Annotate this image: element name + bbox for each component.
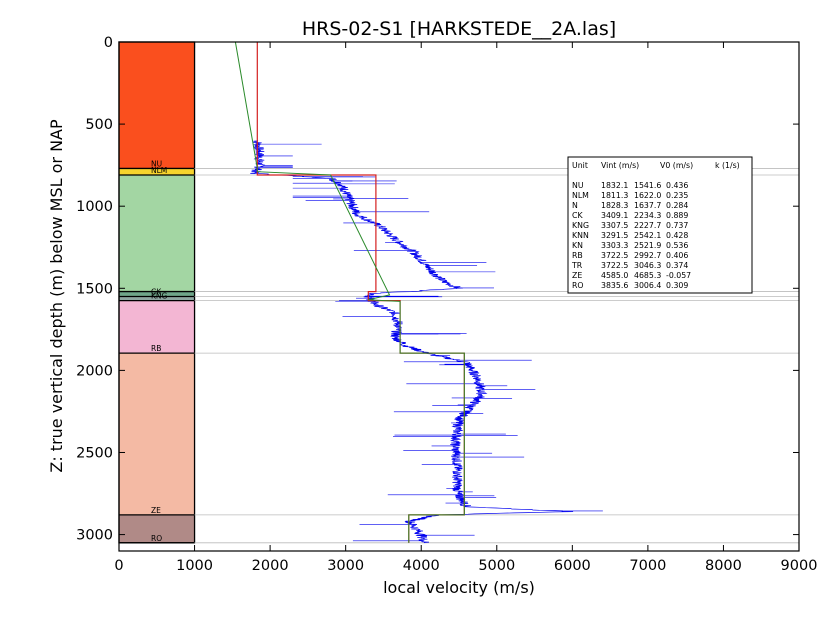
- y-tick-label: 2500: [76, 445, 113, 461]
- legend-cell: 0.235: [666, 191, 688, 200]
- legend-cell: -0.057: [666, 271, 691, 280]
- y-tick-label: 500: [85, 117, 113, 133]
- legend-cell: 3722.5: [601, 251, 628, 260]
- legend-cell: 2542.1: [634, 231, 661, 240]
- unit-label: RO: [151, 534, 162, 543]
- legend-cell: 1832.1: [601, 181, 628, 190]
- legend-cell: KNN: [572, 231, 589, 240]
- legend-cell: 3006.4: [634, 281, 661, 290]
- legend-cell: 3303.3: [601, 241, 628, 250]
- legend-header-cell: k (1/s): [715, 161, 740, 170]
- y-tick-label: 2000: [76, 363, 113, 379]
- legend-cell: 1828.3: [601, 201, 628, 210]
- unit-block: [119, 353, 195, 515]
- x-tick-label: 9000: [781, 558, 818, 574]
- legend-cell: CK: [572, 211, 583, 220]
- x-axis-label: local velocity (m/s): [383, 578, 535, 597]
- legend-cell: 3307.5: [601, 221, 628, 230]
- legend-cell: RO: [572, 281, 584, 290]
- legend-cell: 2521.9: [634, 241, 661, 250]
- series-layer: [234, 41, 603, 544]
- legend-cell: 0.374: [666, 261, 688, 270]
- unit-block: [119, 174, 195, 292]
- y-tick-label: 3000: [76, 528, 113, 544]
- linear-fit-line: [234, 41, 465, 543]
- legend-cell: KN: [572, 241, 583, 250]
- legend-cell: 1637.7: [634, 201, 661, 210]
- legend-cell: 3722.5: [601, 261, 628, 270]
- legend-table: Unit Vint (m/s) V0 (m/s) k (1/s) NU 1832.1 154…: [567, 156, 753, 294]
- unit-block: [119, 42, 195, 169]
- velocity-log-line: [250, 140, 574, 544]
- y-tick-label: 0: [104, 35, 113, 51]
- legend-cell: 3291.5: [601, 231, 628, 240]
- unit-block: [119, 300, 195, 354]
- unit-label: ZE: [151, 506, 161, 515]
- legend-cell: 0.406: [666, 251, 688, 260]
- legend-cell: 3835.6: [601, 281, 628, 290]
- x-tick-label: 8000: [705, 558, 742, 574]
- legend-cell: N: [572, 201, 578, 210]
- legend-cell: RB: [572, 251, 583, 260]
- x-tick-label: 5000: [478, 558, 515, 574]
- x-tick-label: 2000: [252, 558, 289, 574]
- legend-cell: 2992.7: [634, 251, 661, 260]
- legend-cell: 2227.7: [634, 221, 661, 230]
- legend-cell: 3046.3: [634, 261, 661, 270]
- legend-header-cell: V0 (m/s): [660, 161, 693, 170]
- legend-header-cell: Vint (m/s): [601, 161, 639, 170]
- y-axis-label: Z: true vertical depth (m) below MSL or …: [47, 119, 66, 473]
- unit-label: RB: [151, 344, 161, 353]
- y-tick-label: 1000: [76, 199, 113, 215]
- legend-cell: 0.309: [666, 281, 688, 290]
- legend-cell: 0.889: [666, 211, 688, 220]
- unit-label: NU: [151, 159, 162, 168]
- legend-cell: NU: [572, 181, 584, 190]
- unit-block: [119, 514, 195, 543]
- legend-cell: 0.428: [666, 231, 688, 240]
- legend-cell: NLM: [572, 191, 589, 200]
- x-tick-label: 1000: [176, 558, 213, 574]
- legend-cell: ZE: [572, 271, 582, 280]
- legend-cell: 4685.3: [634, 271, 661, 280]
- chart-title: HRS-02-S1 [HARKSTEDE__2A.las]: [302, 18, 616, 40]
- unit-block: [119, 291, 195, 297]
- legend-cell: 2234.3: [634, 211, 661, 220]
- interval-velocity-line: [256, 42, 465, 543]
- legend-cell: 4585.0: [601, 271, 628, 280]
- y-tick-label: 1500: [76, 281, 113, 297]
- legend-cell: TR: [571, 261, 583, 270]
- legend-cell: 1541.6: [634, 181, 661, 190]
- legend-cell: 1622.0: [634, 191, 661, 200]
- legend-header-cell: Unit: [572, 161, 588, 170]
- axis-ticks: 0 1000 2000 3000 4000 5000 6000 7000 8000 9000 0 50…: [76, 35, 817, 574]
- legend-cell: 3409.1: [601, 211, 628, 220]
- unit-label: NLM: [151, 166, 167, 175]
- legend-box: [567, 156, 753, 294]
- x-tick-label: 4000: [403, 558, 440, 574]
- legend-cell: 0.436: [666, 181, 688, 190]
- legend-cell: KNG: [572, 221, 589, 230]
- legend-cell: 0.737: [666, 221, 688, 230]
- legend-cell: 1811.3: [601, 191, 628, 200]
- x-tick-label: 7000: [629, 558, 666, 574]
- plot-frame: [118, 41, 800, 552]
- legend-cell: 0.536: [666, 241, 688, 250]
- x-tick-label: 0: [114, 558, 123, 574]
- x-tick-label: 6000: [554, 558, 591, 574]
- unit-block: [119, 168, 195, 175]
- unit-block: [119, 296, 195, 301]
- x-tick-label: 3000: [327, 558, 364, 574]
- legend-cell: 0.284: [666, 201, 688, 210]
